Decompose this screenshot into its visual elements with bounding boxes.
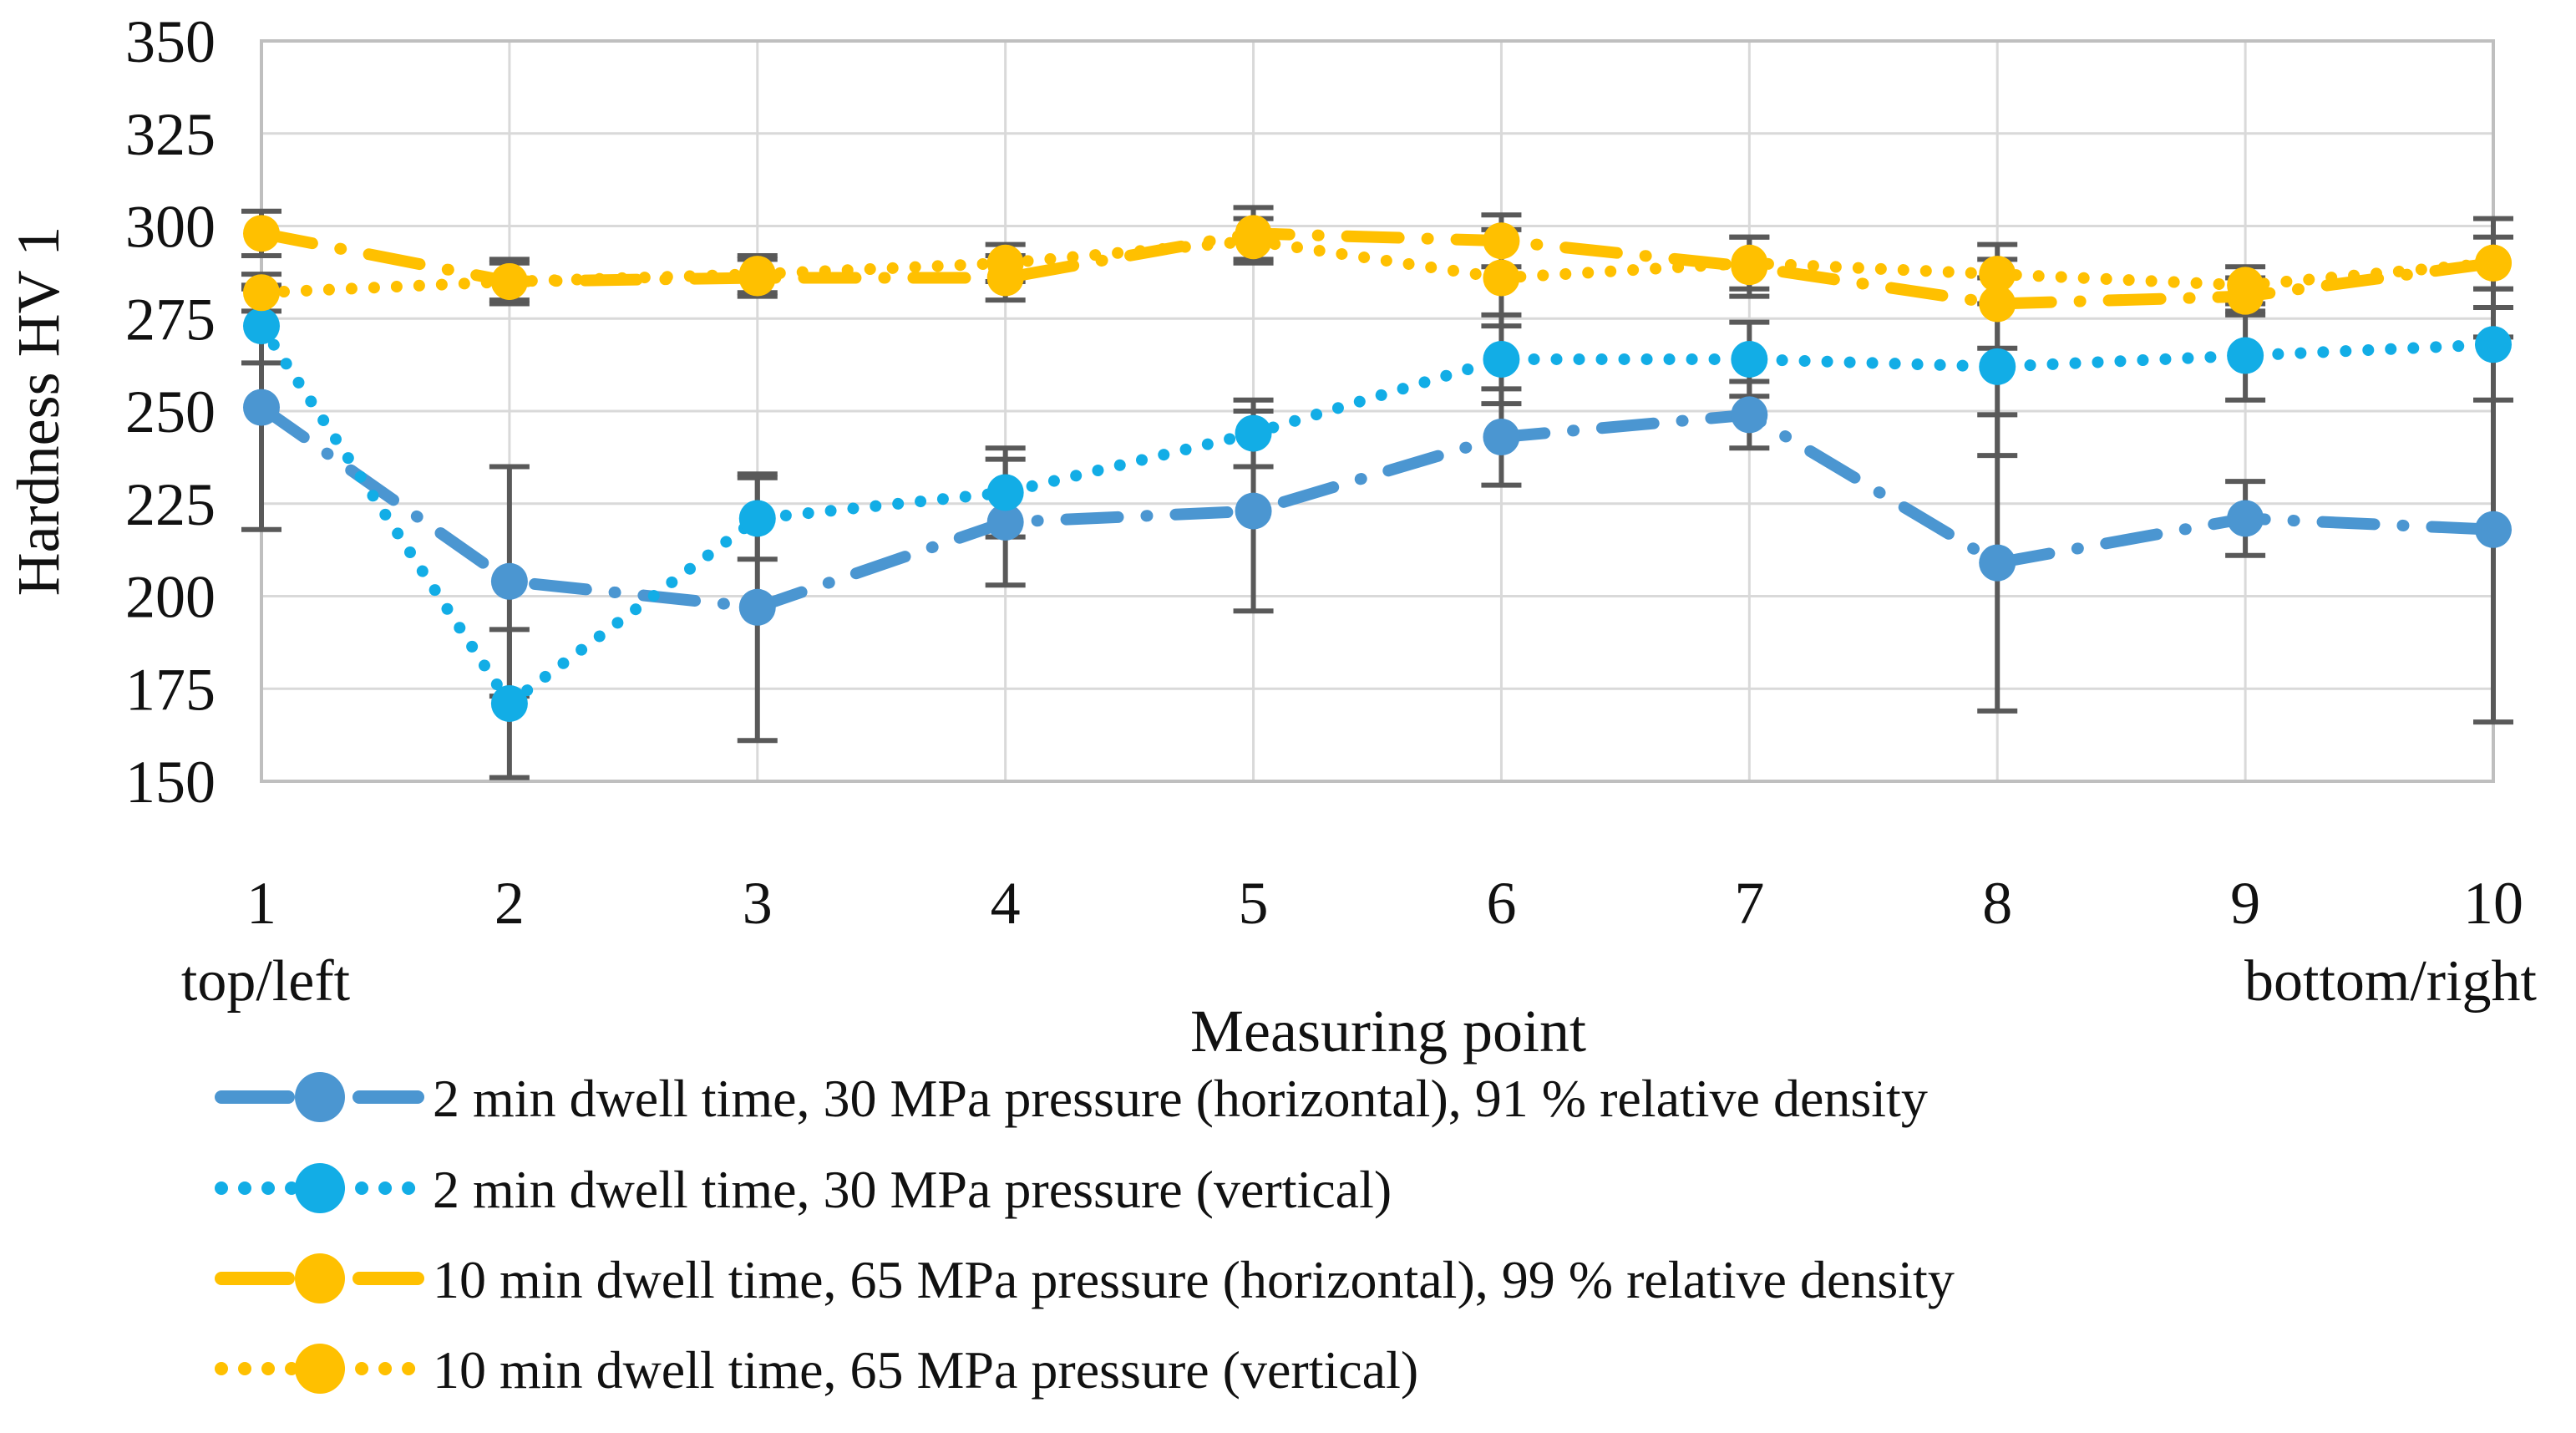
- marker-s1-p2: [490, 684, 528, 722]
- marker-s0-p9: [2227, 500, 2264, 537]
- legend-item: 2 min dwell time, 30 MPa pressure (verti…: [215, 1160, 1392, 1219]
- y-tick-label: 150: [125, 749, 216, 816]
- marker-s0-p10: [2475, 511, 2512, 548]
- marker-s3-p6: [1483, 259, 1520, 297]
- legend-label: 10 min dwell time, 65 MPa pressure (hori…: [433, 1250, 1955, 1309]
- marker-s0-p7: [1731, 396, 1768, 434]
- marker-s1-p7: [1731, 340, 1768, 378]
- x-tick-label: 1: [246, 870, 276, 937]
- y-tick-label: 275: [125, 286, 216, 353]
- legend-marker: [295, 1072, 345, 1122]
- marker-s0-p3: [738, 588, 776, 626]
- y-tick-label: 350: [125, 8, 216, 75]
- x-tick-label: 9: [2230, 870, 2260, 937]
- series-lines: [256, 227, 2499, 709]
- marker-s3-p4: [986, 244, 1024, 282]
- legend-label: 10 min dwell time, 65 MPa pressure (vert…: [433, 1340, 1418, 1400]
- marker-s1-p4: [986, 474, 1024, 511]
- x-tick-label: 2: [494, 870, 525, 937]
- legend-marker: [295, 1163, 345, 1213]
- marker-s3-p10: [2475, 244, 2512, 282]
- y-tick-label: 175: [125, 656, 216, 723]
- marker-s3-p2: [490, 262, 528, 300]
- x-annotation-right: bottom/right: [2244, 949, 2538, 1014]
- y-tick-label: 325: [125, 101, 216, 168]
- legend-label: 2 min dwell time, 30 MPa pressure (verti…: [433, 1160, 1392, 1219]
- marker-s3-p1: [243, 274, 280, 312]
- x-tick-label: 5: [1239, 870, 1269, 937]
- x-tick-label: 10: [2463, 870, 2523, 937]
- gridlines: [260, 39, 2495, 783]
- marker-s1-p3: [738, 500, 776, 537]
- x-tick-label: 8: [1982, 870, 2012, 937]
- marker-s1-p1: [243, 307, 280, 345]
- legend-item: 10 min dwell time, 65 MPa pressure (vert…: [215, 1340, 1418, 1400]
- y-tick-label: 225: [125, 471, 216, 538]
- marker-s0-p1: [243, 389, 280, 426]
- marker-s1-p9: [2227, 337, 2264, 374]
- series-line-2: [256, 227, 2499, 310]
- x-tick-label: 4: [991, 870, 1021, 937]
- x-annotation-left: top/left: [181, 949, 351, 1014]
- data-markers: [243, 215, 2512, 722]
- series-line-1: [256, 320, 2499, 709]
- series-line-0: [256, 401, 2499, 613]
- y-tick-labels: 150 175 200 225 250 275 300 325 350: [125, 8, 216, 816]
- y-axis-title: Hardness HV 1: [5, 226, 72, 597]
- marker-s1-p5: [1235, 414, 1272, 452]
- legend: 2 min dwell time, 30 MPa pressure (horiz…: [215, 1069, 1955, 1400]
- x-axis-title: Measuring point: [1190, 998, 1586, 1065]
- marker-s0-p8: [1979, 544, 2016, 582]
- legend-item: 2 min dwell time, 30 MPa pressure (horiz…: [215, 1069, 1928, 1128]
- x-tick-labels: 1 2 3 4 5 6 7 8 9 10: [246, 870, 2523, 937]
- legend-item: 10 min dwell time, 65 MPa pressure (hori…: [215, 1250, 1955, 1309]
- legend-marker: [295, 1344, 345, 1394]
- marker-s2-p8: [1979, 285, 2016, 323]
- legend-marker: [295, 1253, 345, 1303]
- y-tick-label: 300: [125, 194, 216, 261]
- marker-s3-p9: [2227, 267, 2264, 304]
- marker-s3-p7: [1731, 244, 1768, 282]
- marker-s0-p6: [1483, 419, 1520, 456]
- marker-s3-p8: [1979, 256, 2016, 293]
- marker-s1-p6: [1483, 340, 1520, 378]
- marker-s2-p1: [243, 215, 280, 252]
- marker-s1-p10: [2475, 326, 2512, 363]
- y-tick-label: 200: [125, 564, 216, 631]
- marker-s0-p2: [490, 562, 528, 600]
- y-tick-label: 250: [125, 379, 216, 445]
- x-tick-label: 7: [1734, 870, 1764, 937]
- legend-label: 2 min dwell time, 30 MPa pressure (horiz…: [433, 1069, 1928, 1128]
- x-tick-label: 6: [1486, 870, 1516, 937]
- error-bars: [241, 205, 2513, 780]
- x-tick-label: 3: [743, 870, 773, 937]
- marker-s3-p3: [738, 256, 776, 293]
- marker-s1-p8: [1979, 348, 2016, 385]
- marker-s2-p6: [1483, 222, 1520, 260]
- marker-s0-p4: [986, 503, 1024, 541]
- marker-s0-p5: [1235, 492, 1272, 530]
- marker-s3-p5: [1235, 222, 1272, 260]
